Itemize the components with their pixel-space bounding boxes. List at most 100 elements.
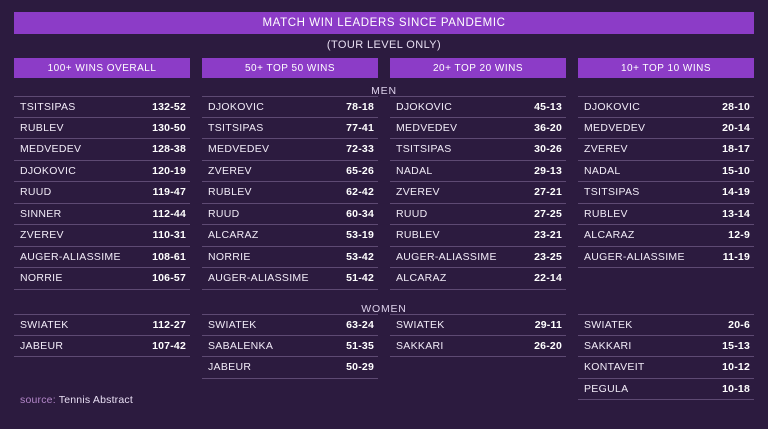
table-row: RUBLEV 62-42 [202, 182, 378, 204]
player-name: DJOKOVIC [396, 100, 453, 113]
table-row: DJOKOVIC 120-19 [14, 161, 190, 182]
column-header-4[interactable]: 10+ TOP 10 WINS [578, 58, 754, 78]
win-loss-record: 29-11 [534, 318, 562, 331]
column-header-2[interactable]: 50+ TOP 50 WINS [202, 58, 378, 78]
table-row: TSITSIPAS 14-19 [578, 182, 754, 204]
player-name: RUBLEV [396, 229, 440, 242]
table-row: KONTAVEIT 10-12 [578, 357, 754, 379]
table-row: SWIATEK 112-27 [14, 314, 190, 336]
women-block: SWIATEK 29-11 SAKKARI 26-20 [390, 314, 566, 357]
player-name: AUGER-ALIASSIME [208, 272, 309, 285]
table-row: NORRIE 106-57 [14, 268, 190, 290]
men-block: TSITSIPAS 132-52 RUBLEV 130-50 MEDVEDEV 128-3… [14, 96, 190, 292]
win-loss-record: 28-10 [722, 100, 750, 113]
win-loss-record: 36-20 [534, 121, 562, 134]
table-row: RUUD 27-25 [390, 204, 566, 225]
player-name: ALCARAZ [208, 229, 259, 242]
player-name: TSITSIPAS [20, 100, 76, 113]
win-loss-record: 20-14 [722, 121, 750, 134]
source-label: source: [20, 394, 56, 406]
table-row: ALCARAZ 53-19 [202, 225, 378, 247]
win-loss-record: 77-41 [346, 121, 374, 134]
table-row: AUGER-ALIASSIME 23-25 [390, 247, 566, 268]
win-loss-record: 132-52 [152, 100, 186, 113]
table-row: DJOKOVIC 45-13 [390, 96, 566, 118]
player-name: RUUD [208, 207, 240, 220]
table-row: MEDVEDEV 128-38 [14, 139, 190, 161]
block-spacer [578, 268, 754, 292]
win-loss-record: 106-57 [152, 272, 186, 285]
table-row: ZVEREV 18-17 [578, 139, 754, 161]
win-loss-record: 60-34 [346, 207, 374, 220]
player-name: TSITSIPAS [584, 186, 640, 199]
player-name: RUBLEV [20, 121, 64, 134]
column-header-row: 100+ WINS OVERALL 50+ TOP 50 WINS 20+ TOP … [14, 58, 754, 78]
win-loss-record: 110-31 [152, 229, 186, 242]
win-loss-record: 108-61 [152, 250, 186, 263]
table-row: RUBLEV 23-21 [390, 225, 566, 247]
player-name: MEDVEDEV [584, 121, 646, 134]
player-name: TSITSIPAS [208, 121, 264, 134]
win-loss-record: 78-18 [346, 100, 374, 113]
player-name: NADAL [396, 164, 433, 177]
table-row: MEDVEDEV 36-20 [390, 118, 566, 139]
block-spacer [390, 290, 566, 293]
player-name: SWIATEK [20, 318, 69, 331]
player-name: SWIATEK [208, 318, 257, 331]
win-loss-record: 29-13 [534, 164, 562, 177]
leaderboard-grid: TSITSIPAS 132-52 RUBLEV 130-50 MEDVEDEV 128-3… [14, 96, 754, 400]
win-loss-record: 11-19 [722, 250, 750, 263]
player-name: AUGER-ALIASSIME [20, 250, 121, 263]
table-row: ZVEREV 65-26 [202, 161, 378, 182]
win-loss-record: 18-17 [722, 143, 750, 156]
player-name: SAKKARI [396, 339, 444, 352]
table-row: RUBLEV 13-14 [578, 204, 754, 225]
win-loss-record: 63-24 [346, 318, 374, 331]
win-loss-record: 27-25 [534, 207, 562, 220]
table-row: TSITSIPAS 132-52 [14, 96, 190, 118]
player-name: SABALENKA [208, 339, 274, 352]
win-loss-record: 30-26 [534, 143, 562, 156]
win-loss-record: 50-29 [346, 361, 374, 374]
table-row: ZVEREV 110-31 [14, 225, 190, 247]
player-name: MEDVEDEV [396, 121, 458, 134]
table-row: DJOKOVIC 28-10 [578, 96, 754, 118]
player-name: ALCARAZ [396, 272, 447, 285]
win-loss-record: 120-19 [152, 164, 186, 177]
table-row: SWIATEK 20-6 [578, 314, 754, 336]
table-row: NORRIE 53-42 [202, 247, 378, 268]
player-name: RUBLEV [208, 186, 252, 199]
men-block: DJOKOVIC 78-18 TSITSIPAS 77-41 MEDVEDEV 72-33… [202, 96, 378, 292]
player-name: ZVEREV [208, 164, 252, 177]
player-name: ZVEREV [396, 186, 440, 199]
table-row: RUUD 119-47 [14, 182, 190, 204]
column-header-1[interactable]: 100+ WINS OVERALL [14, 58, 190, 78]
player-name: DJOKOVIC [208, 100, 265, 113]
table-row: RUUD 60-34 [202, 204, 378, 225]
women-block: SWIATEK 20-6 SAKKARI 15-13 KONTAVEIT 10-12 PEG… [578, 314, 754, 400]
table-row: TSITSIPAS 30-26 [390, 139, 566, 161]
leaderboard-column-3: DJOKOVIC 45-13 MEDVEDEV 36-20 TSITSIPAS 30-26… [390, 96, 566, 400]
win-loss-record: 20-6 [728, 318, 750, 331]
player-name: JABEUR [208, 361, 252, 374]
win-loss-record: 22-14 [534, 272, 562, 285]
table-row: TSITSIPAS 77-41 [202, 118, 378, 139]
table-row: MEDVEDEV 72-33 [202, 139, 378, 161]
player-name: DJOKOVIC [584, 100, 641, 113]
table-row: ZVEREV 27-21 [390, 182, 566, 204]
win-loss-record: 107-42 [152, 339, 186, 352]
player-name: RUUD [20, 186, 52, 199]
win-loss-record: 15-13 [722, 339, 750, 352]
win-loss-record: 128-38 [152, 143, 186, 156]
table-row: AUGER-ALIASSIME 11-19 [578, 247, 754, 268]
player-name: MEDVEDEV [208, 143, 270, 156]
column-header-3[interactable]: 20+ TOP 20 WINS [390, 58, 566, 78]
player-name: SWIATEK [396, 318, 445, 331]
win-loss-record: 12-9 [728, 229, 750, 242]
player-name: SINNER [20, 207, 62, 220]
player-name: AUGER-ALIASSIME [584, 250, 685, 263]
player-name: RUBLEV [584, 207, 628, 220]
player-name: JABEUR [20, 339, 64, 352]
win-loss-record: 15-10 [722, 164, 750, 177]
table-row: NADAL 15-10 [578, 161, 754, 182]
